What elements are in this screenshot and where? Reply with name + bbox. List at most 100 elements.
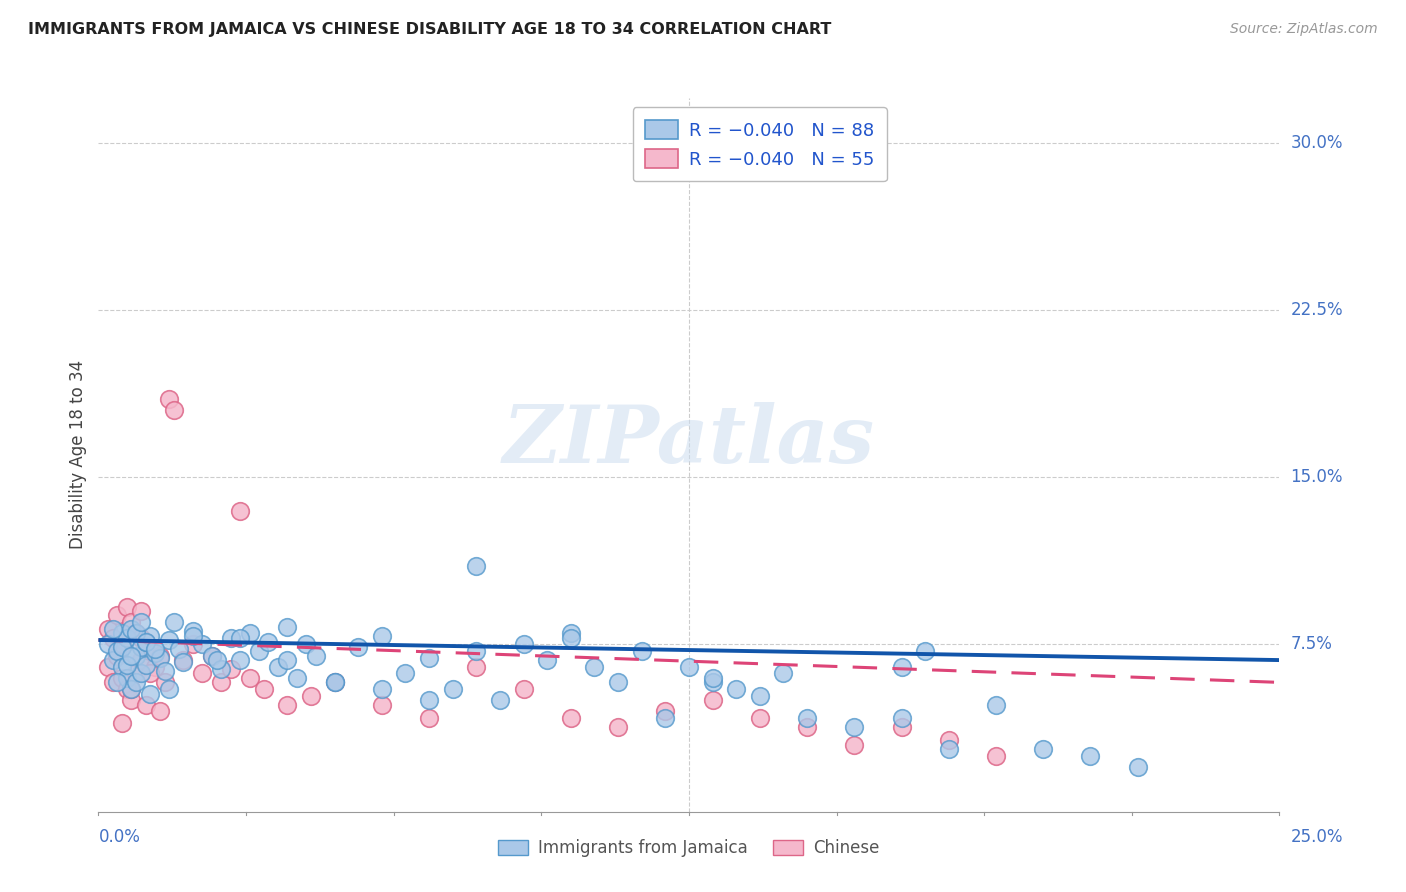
- Point: [139, 666, 162, 681]
- Text: 15.0%: 15.0%: [1291, 468, 1343, 486]
- Text: 30.0%: 30.0%: [1291, 134, 1343, 152]
- Point: [101, 622, 124, 636]
- Point: [560, 626, 582, 640]
- Point: [702, 693, 724, 707]
- Point: [984, 698, 1007, 712]
- Point: [135, 698, 157, 712]
- Point: [201, 648, 224, 663]
- Point: [153, 675, 176, 690]
- Point: [654, 711, 676, 725]
- Point: [181, 624, 204, 639]
- Point: [229, 653, 252, 667]
- Point: [129, 631, 152, 645]
- Point: [219, 662, 242, 676]
- Point: [172, 653, 194, 667]
- Point: [209, 675, 232, 690]
- Point: [129, 653, 152, 667]
- Point: [276, 653, 298, 667]
- Point: [796, 711, 818, 725]
- Point: [267, 660, 290, 674]
- Point: [247, 644, 270, 658]
- Point: [1080, 749, 1102, 764]
- Text: IMMIGRANTS FROM JAMAICA VS CHINESE DISABILITY AGE 18 TO 34 CORRELATION CHART: IMMIGRANTS FROM JAMAICA VS CHINESE DISAB…: [28, 22, 831, 37]
- Point: [129, 640, 152, 654]
- Point: [844, 720, 866, 734]
- Point: [748, 689, 770, 703]
- Point: [418, 693, 440, 707]
- Point: [97, 660, 120, 674]
- Point: [347, 640, 370, 654]
- Point: [465, 660, 488, 674]
- Point: [239, 671, 262, 685]
- Point: [115, 657, 138, 672]
- Point: [97, 637, 120, 651]
- Point: [121, 681, 143, 696]
- Point: [299, 689, 322, 703]
- Point: [163, 615, 186, 630]
- Point: [111, 671, 134, 685]
- Point: [121, 648, 143, 663]
- Point: [607, 675, 630, 690]
- Point: [418, 711, 440, 725]
- Point: [153, 664, 176, 678]
- Point: [149, 651, 172, 665]
- Point: [209, 662, 232, 676]
- Point: [101, 675, 124, 690]
- Point: [285, 671, 308, 685]
- Point: [229, 631, 252, 645]
- Point: [135, 657, 157, 672]
- Point: [418, 651, 440, 665]
- Point: [465, 644, 488, 658]
- Point: [157, 681, 180, 696]
- Point: [181, 628, 204, 642]
- Point: [157, 392, 180, 407]
- Point: [139, 687, 162, 701]
- Point: [890, 660, 912, 674]
- Point: [111, 640, 134, 654]
- Point: [129, 615, 152, 630]
- Point: [163, 403, 186, 417]
- Point: [984, 749, 1007, 764]
- Y-axis label: Disability Age 18 to 34: Disability Age 18 to 34: [69, 360, 87, 549]
- Point: [139, 644, 162, 658]
- Point: [914, 644, 936, 658]
- Text: 25.0%: 25.0%: [1291, 829, 1343, 847]
- Point: [115, 599, 138, 614]
- Point: [1126, 760, 1149, 774]
- Point: [191, 637, 214, 651]
- Point: [121, 681, 143, 696]
- Point: [323, 675, 346, 690]
- Point: [702, 671, 724, 685]
- Point: [890, 711, 912, 725]
- Point: [143, 646, 166, 660]
- Point: [181, 637, 204, 651]
- Text: 0.0%: 0.0%: [98, 829, 141, 847]
- Point: [111, 626, 134, 640]
- Point: [702, 675, 724, 690]
- Point: [796, 720, 818, 734]
- Point: [129, 604, 152, 618]
- Point: [129, 666, 152, 681]
- Point: [219, 631, 242, 645]
- Point: [121, 622, 143, 636]
- Point: [125, 666, 148, 681]
- Point: [938, 733, 960, 747]
- Text: ZIPatlas: ZIPatlas: [503, 402, 875, 479]
- Point: [115, 671, 138, 685]
- Point: [371, 681, 394, 696]
- Point: [323, 675, 346, 690]
- Point: [512, 637, 534, 651]
- Point: [394, 666, 416, 681]
- Point: [97, 622, 120, 636]
- Point: [105, 648, 128, 663]
- Point: [191, 666, 214, 681]
- Point: [205, 653, 228, 667]
- Point: [938, 742, 960, 756]
- Point: [157, 633, 180, 648]
- Point: [101, 653, 124, 667]
- Point: [135, 635, 157, 649]
- Point: [111, 660, 134, 674]
- Point: [135, 635, 157, 649]
- Text: 7.5%: 7.5%: [1291, 635, 1333, 654]
- Point: [748, 711, 770, 725]
